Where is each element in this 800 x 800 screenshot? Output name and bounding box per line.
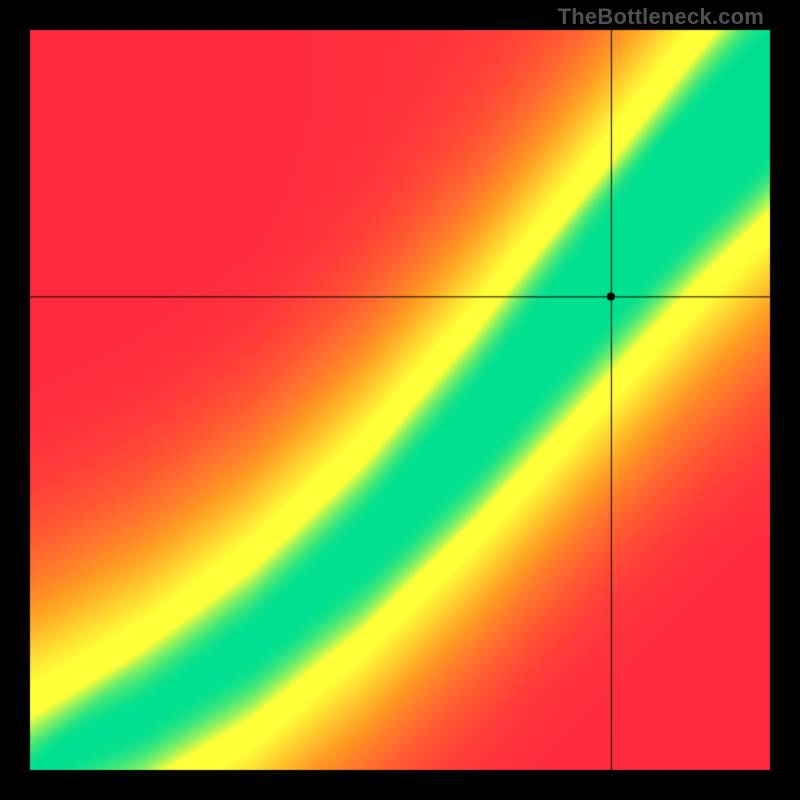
plot-container: TheBottleneck.com: [0, 0, 800, 800]
heatmap-canvas: [0, 0, 800, 800]
watermark-text: TheBottleneck.com: [558, 4, 764, 30]
